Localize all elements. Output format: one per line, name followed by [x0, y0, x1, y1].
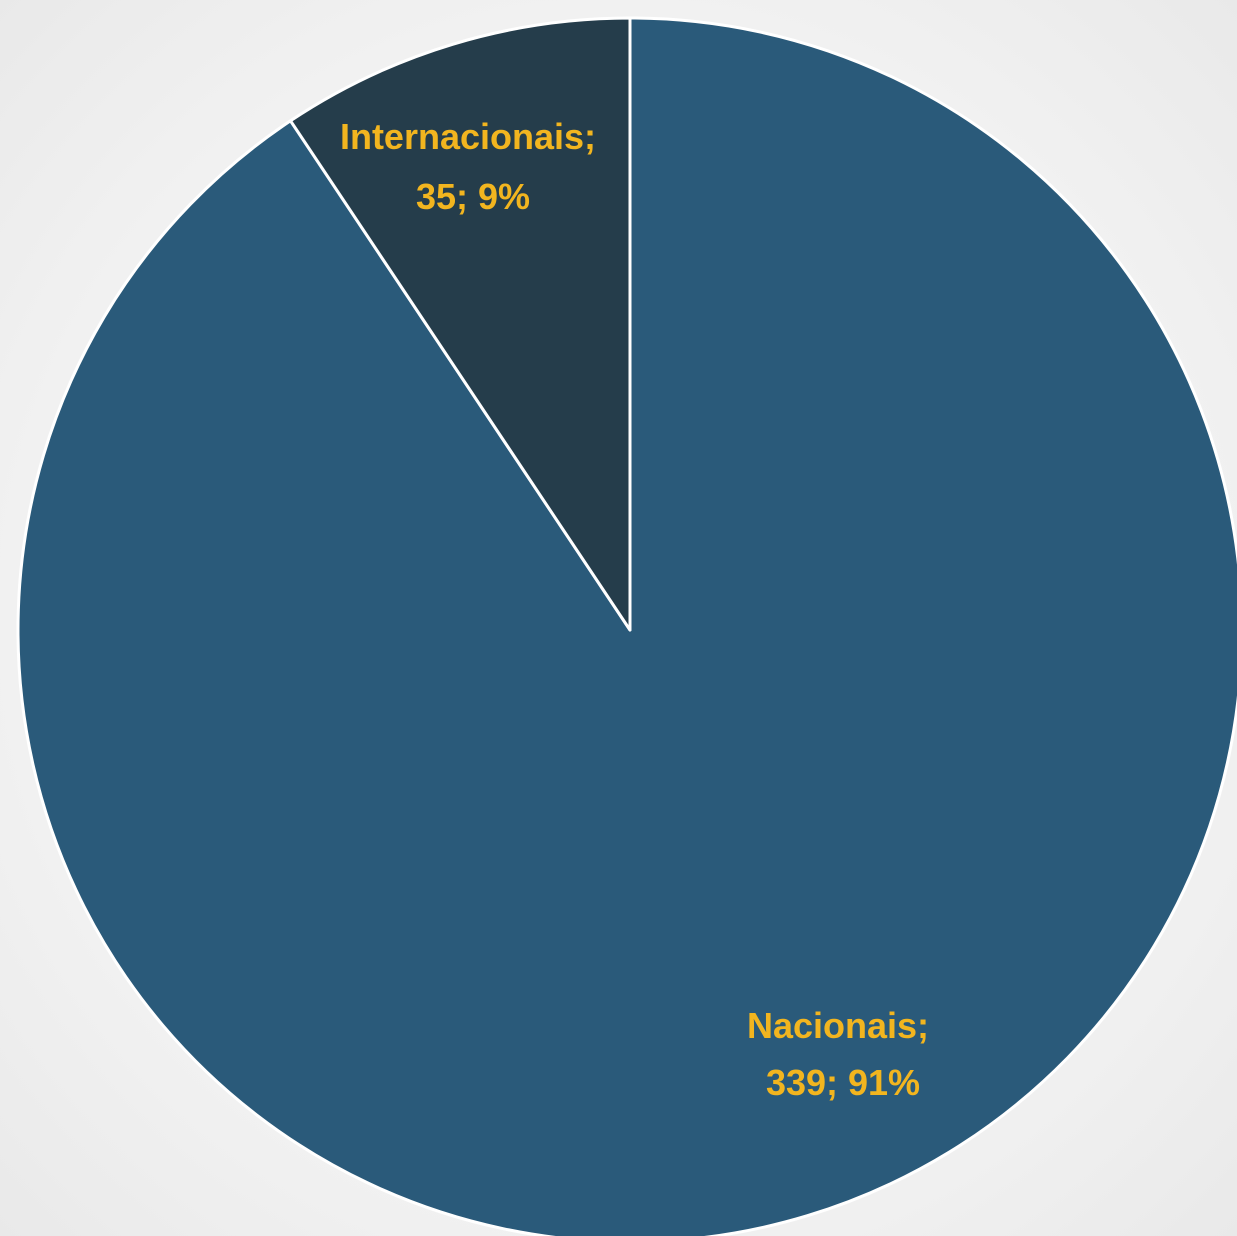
data-label-nacionais-line2: 339; 91% [766, 1062, 920, 1103]
data-label-internacionais-line2: 35; 9% [416, 176, 530, 217]
labels-layer: Nacionais; 339; 91% Internacionais; 35; … [340, 116, 939, 1103]
data-label-internacionais: Internacionais; 35; 9% [340, 116, 606, 217]
data-label-nacionais: Nacionais; 339; 91% [747, 1005, 939, 1103]
data-label-nacionais-line1: Nacionais; [747, 1005, 929, 1046]
slices-layer [16, 16, 1237, 1236]
data-label-internacionais-line1: Internacionais; [340, 116, 596, 157]
pie-slice-internacionais [289, 16, 632, 632]
